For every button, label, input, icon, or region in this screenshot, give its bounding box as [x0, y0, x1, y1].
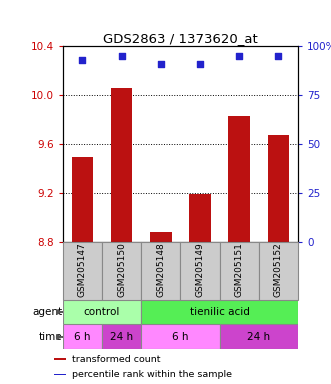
Text: GSM205149: GSM205149 [196, 242, 205, 297]
Bar [54, 358, 67, 360]
Bar [219, 324, 298, 349]
Text: GSM205152: GSM205152 [274, 242, 283, 297]
Bar [150, 232, 171, 242]
Bar [228, 116, 250, 242]
Text: 6 h: 6 h [74, 332, 91, 342]
Bar [219, 242, 259, 300]
Bar [63, 300, 141, 324]
Text: tienilic acid: tienilic acid [190, 307, 250, 317]
Bar [141, 300, 298, 324]
Bar [141, 242, 180, 300]
Bar [63, 324, 102, 349]
Text: 6 h: 6 h [172, 332, 189, 342]
Title: GDS2863 / 1373620_at: GDS2863 / 1373620_at [103, 32, 258, 45]
Point [80, 57, 85, 63]
Text: percentile rank within the sample: percentile rank within the sample [72, 370, 232, 379]
Bar [259, 242, 298, 300]
Point [197, 61, 203, 67]
Point [119, 53, 124, 59]
Text: time: time [38, 332, 62, 342]
Text: GSM205148: GSM205148 [156, 242, 165, 297]
Bar [111, 88, 132, 242]
Text: agent: agent [32, 307, 62, 317]
Text: GSM205151: GSM205151 [235, 242, 244, 297]
Text: 24 h: 24 h [110, 332, 133, 342]
Text: transformed count: transformed count [72, 354, 160, 364]
Bar [72, 157, 93, 242]
Bar [267, 136, 289, 242]
Bar [63, 242, 102, 300]
Bar [189, 194, 211, 242]
Bar [102, 242, 141, 300]
Text: control: control [84, 307, 120, 317]
Point [236, 53, 242, 59]
Bar [180, 242, 219, 300]
Text: GSM205150: GSM205150 [117, 242, 126, 297]
Bar [141, 324, 219, 349]
Point [158, 61, 164, 67]
Bar [54, 374, 67, 376]
Text: GSM205147: GSM205147 [78, 242, 87, 297]
Text: 24 h: 24 h [247, 332, 270, 342]
Bar [102, 324, 141, 349]
Point [276, 53, 281, 59]
